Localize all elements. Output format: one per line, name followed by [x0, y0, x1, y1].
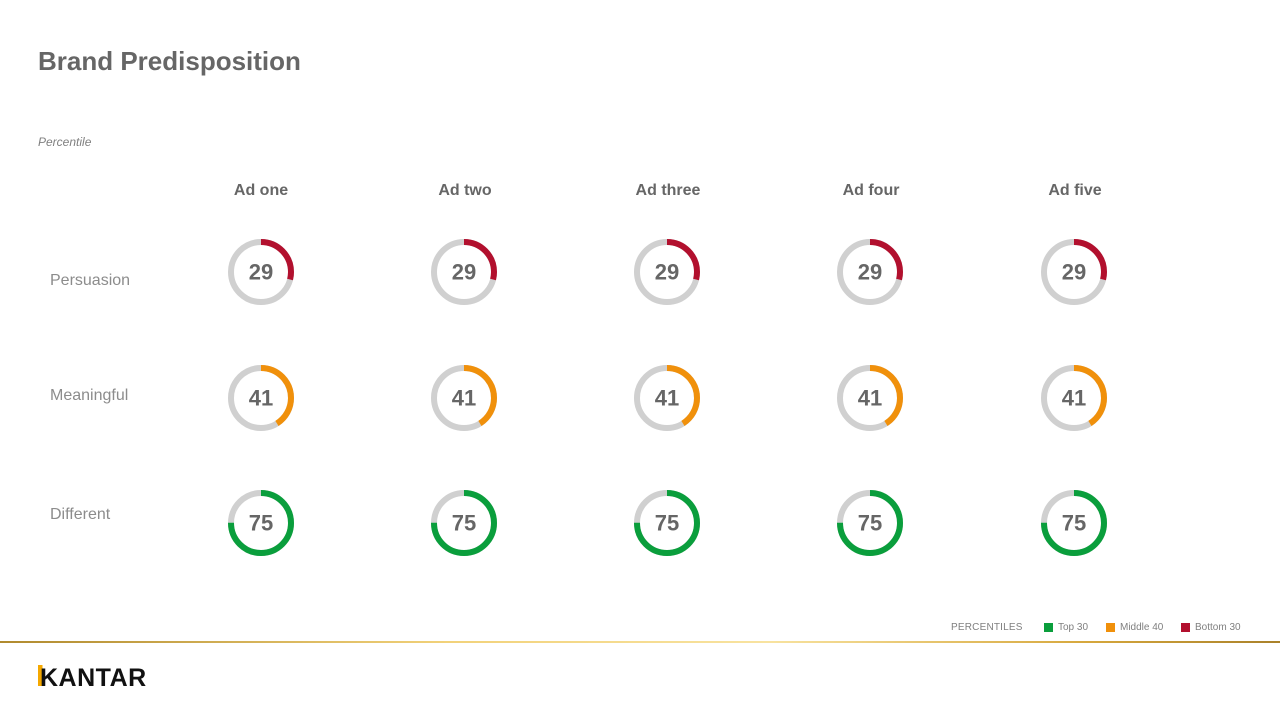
legend-title: PERCENTILES: [951, 622, 1023, 633]
donut-value-arc: [837, 490, 903, 556]
legend-label-top-30: Top 30: [1058, 622, 1089, 633]
column-header-ad-three: Ad three: [635, 182, 701, 199]
logo-accent-bar: [38, 665, 43, 686]
donut-value-label: 41: [1062, 386, 1086, 411]
donut-value-arc: [634, 490, 700, 556]
donut-persuasion-ad-five: 29: [1041, 239, 1107, 305]
chart-subtitle: Percentile: [38, 135, 92, 149]
donut-meaningful-ad-one: 41: [228, 365, 294, 431]
donut-value-arc: [228, 239, 294, 305]
donut-value-arc: [1041, 490, 1107, 556]
legend-swatch-middle-40: [1106, 623, 1115, 632]
donut-meaningful-ad-two: 41: [431, 365, 497, 431]
column-header-ad-one: Ad one: [233, 182, 289, 199]
donut-meaningful-ad-five: 41: [1041, 365, 1107, 431]
donut-value-arc: [837, 365, 903, 431]
donut-different-ad-four: 75: [837, 490, 903, 556]
donut-value-arc: [228, 365, 294, 431]
donut-different-ad-five: 75: [1041, 490, 1107, 556]
donut-value-label: 75: [1062, 511, 1086, 536]
donut-value-arc: [1041, 239, 1107, 305]
donut-persuasion-ad-two: 29: [431, 239, 497, 305]
donut-persuasion-ad-four: 29: [837, 239, 903, 305]
page-title: Brand Predisposition: [38, 46, 301, 76]
donut-value-label: 75: [249, 511, 273, 536]
donut-value-arc: [228, 490, 294, 556]
donut-value-label: 41: [858, 386, 882, 411]
donut-value-label: 41: [249, 386, 273, 411]
legend-item-top-30: Top 30: [1044, 622, 1088, 633]
donut-meaningful-ad-four: 41: [837, 365, 903, 431]
column-header-ad-five: Ad five: [1048, 182, 1102, 199]
donut-chart-grid: 29 29 29 29 29 41 41 41 41 41 75 75 75 75 75: [228, 239, 1107, 556]
row-label-persuasion: Persuasion: [50, 272, 131, 289]
donut-value-label: 29: [1062, 260, 1086, 285]
donut-value-arc: [431, 239, 497, 305]
row-label-different: Different: [50, 506, 111, 523]
footer-divider: [0, 641, 1280, 643]
donut-value-label: 75: [452, 511, 476, 536]
donut-meaningful-ad-three: 41: [634, 365, 700, 431]
legend-swatch-top-30: [1044, 623, 1053, 632]
legend-swatch-bottom-30: [1181, 623, 1190, 632]
donut-value-label: 29: [249, 260, 273, 285]
legend-item-middle-40: Middle 40: [1106, 622, 1163, 633]
legend-item-bottom-30: Bottom 30: [1181, 622, 1241, 633]
donut-persuasion-ad-one: 29: [228, 239, 294, 305]
logo-wordmark: KANTAR: [40, 664, 147, 692]
legend-label-bottom-30: Bottom 30: [1195, 622, 1241, 633]
donut-value-label: 29: [655, 260, 679, 285]
donut-value-arc: [634, 239, 700, 305]
column-header-ad-four: Ad four: [842, 182, 900, 199]
donut-persuasion-ad-three: 29: [634, 239, 700, 305]
donut-value-arc: [634, 365, 700, 431]
donut-different-ad-three: 75: [634, 490, 700, 556]
donut-value-arc: [1041, 365, 1107, 431]
legend-label-middle-40: Middle 40: [1120, 622, 1164, 633]
donut-value-label: 75: [655, 511, 679, 536]
donut-value-arc: [837, 239, 903, 305]
donut-different-ad-one: 75: [228, 490, 294, 556]
kantar-logo: KANTAR: [38, 664, 147, 692]
donut-value-label: 41: [655, 386, 679, 411]
column-header-ad-two: Ad two: [438, 182, 492, 199]
donut-value-label: 29: [858, 260, 882, 285]
donut-value-label: 41: [452, 386, 476, 411]
row-label-meaningful: Meaningful: [50, 387, 129, 404]
donut-value-arc: [431, 490, 497, 556]
donut-value-label: 75: [858, 511, 882, 536]
donut-value-label: 29: [452, 260, 476, 285]
donut-different-ad-two: 75: [431, 490, 497, 556]
donut-value-arc: [431, 365, 497, 431]
